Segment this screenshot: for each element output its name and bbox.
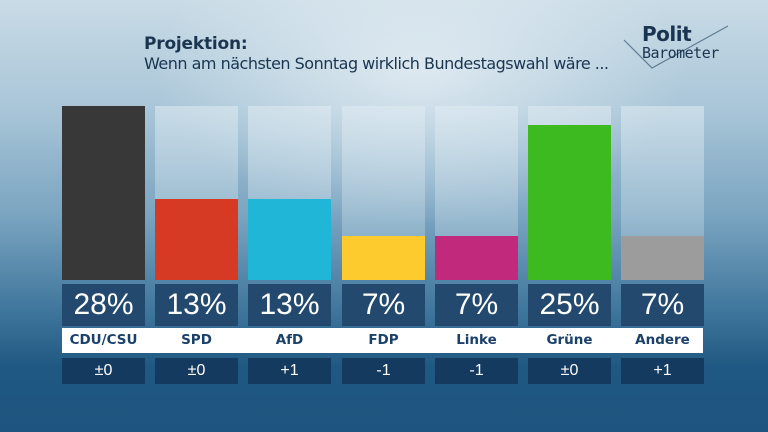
change-label-spd: ±0 xyxy=(155,358,238,384)
bar-cdu-csu xyxy=(62,106,145,280)
change-label-afd: +1 xyxy=(248,358,331,384)
category-label-gruene: Grüne xyxy=(546,332,593,348)
bar-afd xyxy=(248,199,331,280)
bar-gruene xyxy=(528,125,611,280)
bar-linke xyxy=(435,236,518,280)
bar-andere xyxy=(621,236,704,280)
change-label-andere: +1 xyxy=(621,358,704,384)
logo-text-polit: Polit xyxy=(642,22,692,46)
category-label-linke: Linke xyxy=(456,332,497,348)
value-label-andere: 7% xyxy=(621,284,704,326)
change-label-linke: -1 xyxy=(435,358,518,384)
category-label-spd: SPD xyxy=(181,332,212,348)
logo-text-barometer: Barometer xyxy=(642,44,719,62)
value-label-fdp: 7% xyxy=(342,284,425,326)
value-label-spd: 13% xyxy=(155,284,238,326)
category-label-cdu-csu: CDU/CSU xyxy=(69,332,138,348)
header: Projektion: Wenn am nächsten Sonntag wir… xyxy=(144,34,609,74)
value-label-afd: 13% xyxy=(248,284,331,326)
value-label-gruene: 25% xyxy=(528,284,611,326)
change-label-fdp: -1 xyxy=(342,358,425,384)
checkmark-icon xyxy=(623,25,729,69)
change-label-gruene: ±0 xyxy=(528,358,611,384)
party-label-band xyxy=(62,328,703,353)
bar-spd xyxy=(155,199,238,280)
category-label-fdp: FDP xyxy=(368,332,399,348)
chart-subtitle: Wenn am nächsten Sonntag wirklich Bundes… xyxy=(144,54,609,73)
chart-title: Projektion: xyxy=(144,34,248,54)
bar-fdp xyxy=(342,236,425,280)
category-label-afd: AfD xyxy=(275,332,304,348)
change-label-cdu-csu: ±0 xyxy=(62,358,145,384)
value-label-linke: 7% xyxy=(435,284,518,326)
category-label-andere: Andere xyxy=(635,332,690,348)
value-label-cdu-csu: 28% xyxy=(62,284,145,326)
politbarometer-logo: Polit Barometer xyxy=(622,22,732,72)
